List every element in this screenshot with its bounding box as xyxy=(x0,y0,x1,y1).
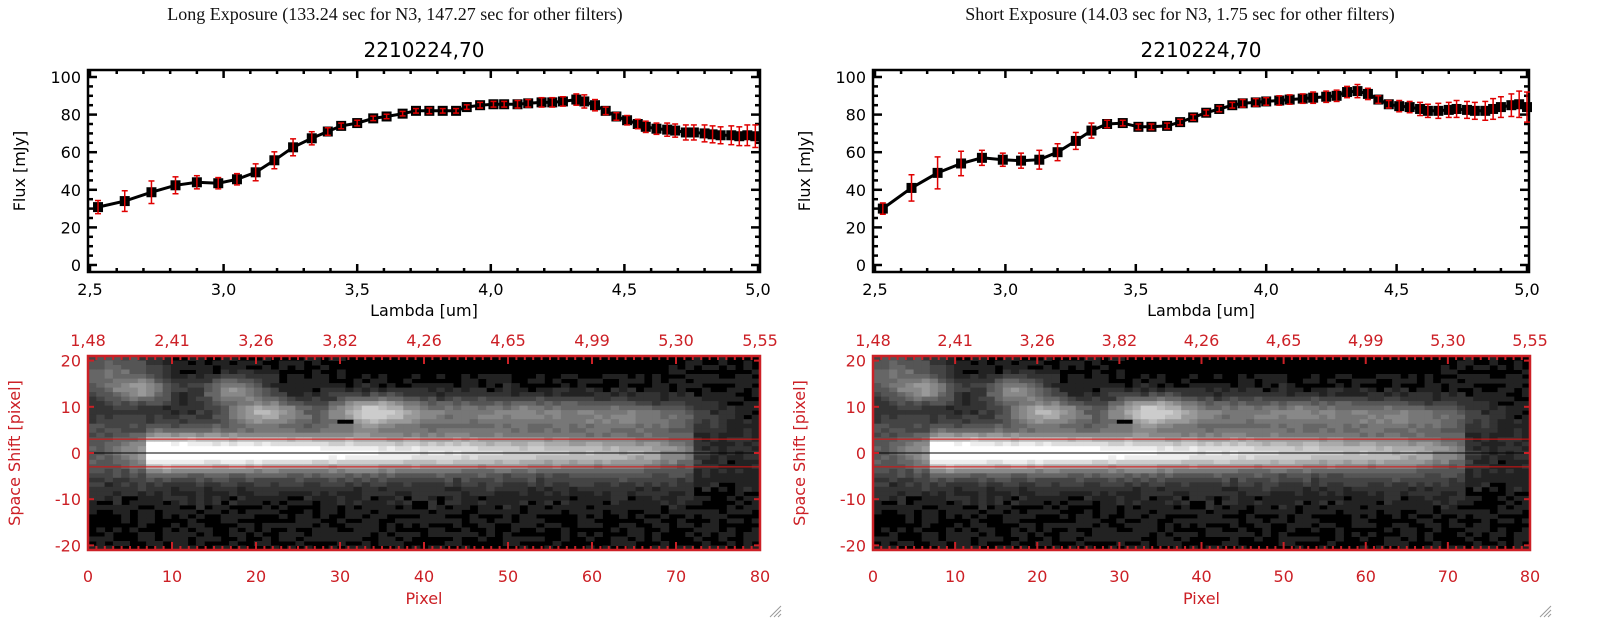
y-tick-label: 0 xyxy=(71,444,81,463)
x-tick-label: 10 xyxy=(945,567,965,586)
top-tick-label: 5,30 xyxy=(658,331,694,350)
x-tick-label: 3,5 xyxy=(344,280,369,299)
x-tick-label: 20 xyxy=(1027,567,1047,586)
x-tick-label: 70 xyxy=(666,567,686,586)
top-tick-label: 1,48 xyxy=(855,331,891,350)
x-tick-label: 60 xyxy=(582,567,602,586)
y-axis-label: Flux [mJy] xyxy=(10,131,29,212)
top-tick-label: 3,82 xyxy=(1102,331,1138,350)
short-exposure-image-chart: 0 10 20 30 40 50 60 70 80 1,48 2,41 3,26 3,82 4,26 4,6… xyxy=(790,331,1548,608)
short-exposure-spectrum-chart: 2210224,70 2,5 3,0 3,5 4,0 4,5 5,0 0 20 40 60 80 100… xyxy=(795,38,1540,320)
long-exposure-image-chart: 0 10 20 30 40 50 60 70 80 1,48 2,41 3,26 3,82 4,26 4,6… xyxy=(5,331,778,608)
x-tick-label: 0 xyxy=(868,567,878,586)
top-tick-label: 3,82 xyxy=(322,331,358,350)
resize-grip-icon[interactable] xyxy=(1538,604,1552,618)
x-tick-label: 20 xyxy=(246,567,266,586)
y-tick-label: 40 xyxy=(846,181,866,200)
x-tick-label: 60 xyxy=(1356,567,1376,586)
top-tick-label: 4,26 xyxy=(406,331,442,350)
x-tick-label: 4,0 xyxy=(478,280,503,299)
x-tick-label: 10 xyxy=(162,567,182,586)
x-tick-label: 30 xyxy=(330,567,350,586)
top-tick-label: 1,48 xyxy=(70,331,106,350)
y-tick-label: 0 xyxy=(856,444,866,463)
short-exposure-header: Short Exposure (14.03 sec for N3, 1.75 s… xyxy=(965,4,1395,24)
top-tick-label: 5,55 xyxy=(1512,331,1548,350)
x-axis-label: Pixel xyxy=(405,589,442,608)
x-tick-label: 3,5 xyxy=(1123,280,1148,299)
y-tick-label: 100 xyxy=(835,68,866,87)
top-tick-label: 2,41 xyxy=(154,331,190,350)
y-tick-label: -20 xyxy=(840,536,866,555)
top-tick-label: 3,26 xyxy=(1019,331,1055,350)
x-tick-label: 70 xyxy=(1438,567,1458,586)
x-tick-label: 40 xyxy=(1191,567,1211,586)
chart-title: 2210224,70 xyxy=(364,38,485,62)
x-tick-label: 50 xyxy=(1273,567,1293,586)
top-tick-label: 4,26 xyxy=(1184,331,1220,350)
top-tick-label: 4,65 xyxy=(1266,331,1302,350)
chart-title: 2210224,70 xyxy=(1141,38,1262,62)
x-tick-label: 40 xyxy=(414,567,434,586)
y-tick-label: -20 xyxy=(55,536,81,555)
top-tick-label: 4,99 xyxy=(1348,331,1384,350)
top-tick-label: 5,55 xyxy=(742,331,778,350)
x-tick-label: 3,0 xyxy=(993,280,1018,299)
y-tick-label: 60 xyxy=(61,143,81,162)
y-axis-label: Space Shift [pixel] xyxy=(5,380,24,526)
x-tick-label: 50 xyxy=(498,567,518,586)
long-exposure-panel: Long Exposure (133.24 sec for N3, 147.27… xyxy=(0,0,790,630)
y-tick-label: 0 xyxy=(71,256,81,275)
x-tick-label: 0 xyxy=(83,567,93,586)
x-tick-label: 30 xyxy=(1109,567,1129,586)
y-tick-label: 10 xyxy=(846,398,866,417)
x-tick-label: 80 xyxy=(750,567,770,586)
x-tick-label: 5,0 xyxy=(1514,280,1539,299)
x-tick-label: 5,0 xyxy=(745,280,770,299)
y-axis-label: Space Shift [pixel] xyxy=(790,380,809,526)
x-tick-label: 80 xyxy=(1520,567,1540,586)
y-tick-label: -10 xyxy=(840,490,866,509)
top-tick-label: 4,65 xyxy=(490,331,526,350)
y-tick-label: 20 xyxy=(61,218,81,237)
y-tick-label: 40 xyxy=(61,181,81,200)
y-tick-label: 20 xyxy=(846,218,866,237)
x-tick-label: 2,5 xyxy=(77,280,102,299)
y-tick-label: 80 xyxy=(846,106,866,125)
x-tick-label: 4,5 xyxy=(1384,280,1409,299)
y-axis-label: Flux [mJy] xyxy=(795,131,814,212)
y-tick-label: 60 xyxy=(846,143,866,162)
top-tick-label: 3,26 xyxy=(238,331,274,350)
x-axis-label: Pixel xyxy=(1183,589,1220,608)
y-tick-label: 20 xyxy=(846,352,866,371)
long-exposure-header: Long Exposure (133.24 sec for N3, 147.27… xyxy=(167,4,623,24)
y-tick-label: 100 xyxy=(50,68,81,87)
y-tick-label: 20 xyxy=(61,352,81,371)
y-tick-label: 10 xyxy=(61,398,81,417)
y-tick-label: 80 xyxy=(61,106,81,125)
image-pixels xyxy=(88,356,761,551)
short-exposure-panel: Short Exposure (14.03 sec for N3, 1.75 s… xyxy=(785,0,1575,630)
x-tick-label: 2,5 xyxy=(862,280,887,299)
y-tick-label: -10 xyxy=(55,490,81,509)
long-exposure-spectrum-chart: 2210224,70 2,5 3,0 3,5 4,0 4,5 5,0 0 20 40 60 80 100… xyxy=(10,38,771,320)
y-tick-label: 0 xyxy=(856,256,866,275)
x-tick-label: 3,0 xyxy=(211,280,236,299)
top-tick-label: 5,30 xyxy=(1430,331,1466,350)
x-axis-label: Lambda [um] xyxy=(1147,301,1255,320)
x-axis-label: Lambda [um] xyxy=(370,301,478,320)
top-tick-label: 4,99 xyxy=(574,331,610,350)
top-tick-label: 2,41 xyxy=(937,331,973,350)
image-pixels xyxy=(873,356,1531,551)
resize-grip-icon[interactable] xyxy=(768,604,782,618)
x-tick-label: 4,5 xyxy=(612,280,637,299)
x-tick-label: 4,0 xyxy=(1253,280,1278,299)
